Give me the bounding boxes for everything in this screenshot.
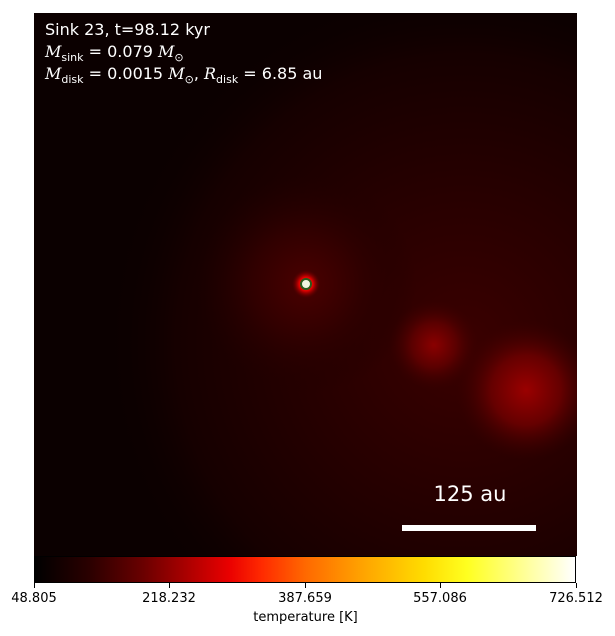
colorbar-tick-label-0: 48.805 [11,591,57,606]
colorbar-tick-label-3: 557.086 [413,591,467,606]
colorbar-tick-label-1: 218.232 [142,591,196,606]
colorbar-tick-label-2: 387.659 [278,591,332,606]
temperature-map [34,13,577,556]
colorbar-tick-2 [305,583,306,588]
sink-mass-line: Msink = 0.079 M⊙ [45,42,184,68]
solar-mass-symbol: M [158,42,175,61]
disk-solar-mass-symbol: M [168,64,185,83]
disk-solar-subscript: ⊙ [184,73,194,87]
disk-separator: , [193,64,199,83]
sink-title-text: Sink 23, t=98.12 kyr [45,20,210,39]
sink-mass-value: = 0.079 [88,42,153,61]
solar-subscript: ⊙ [174,51,184,65]
colorbar-tick-1 [169,583,170,588]
sink-marker [300,278,312,290]
disk-mass-symbol: M [45,64,62,83]
colorbar-tick-4 [576,583,577,588]
temperature-map-panel: Sink 23, t=98.12 kyr Msink = 0.079 M⊙ Md… [34,13,577,556]
disk-mass-value: = 0.0015 [88,64,164,83]
sink-mass-symbol: M [45,42,62,61]
colorbar-tick-0 [34,583,35,588]
sink-mass-subscript: sink [61,51,84,65]
colorbar-tick-label-4: 726.512 [549,591,603,606]
disk-radius-value: = 6.85 au [243,64,323,83]
sink-title: Sink 23, t=98.12 kyr [45,20,210,40]
scale-bar [402,525,536,531]
colorbar-label: temperature [K] [253,610,358,625]
colorbar [34,556,576,583]
scale-bar-label: 125 au [433,482,507,506]
colorbar-tick-3 [440,583,441,588]
disk-line: Mdisk = 0.0015 M⊙, Rdisk = 6.85 au [45,64,322,90]
disk-radius-symbol: R [204,64,217,83]
disk-radius-subscript: disk [216,73,239,87]
disk-mass-subscript: disk [61,73,84,87]
